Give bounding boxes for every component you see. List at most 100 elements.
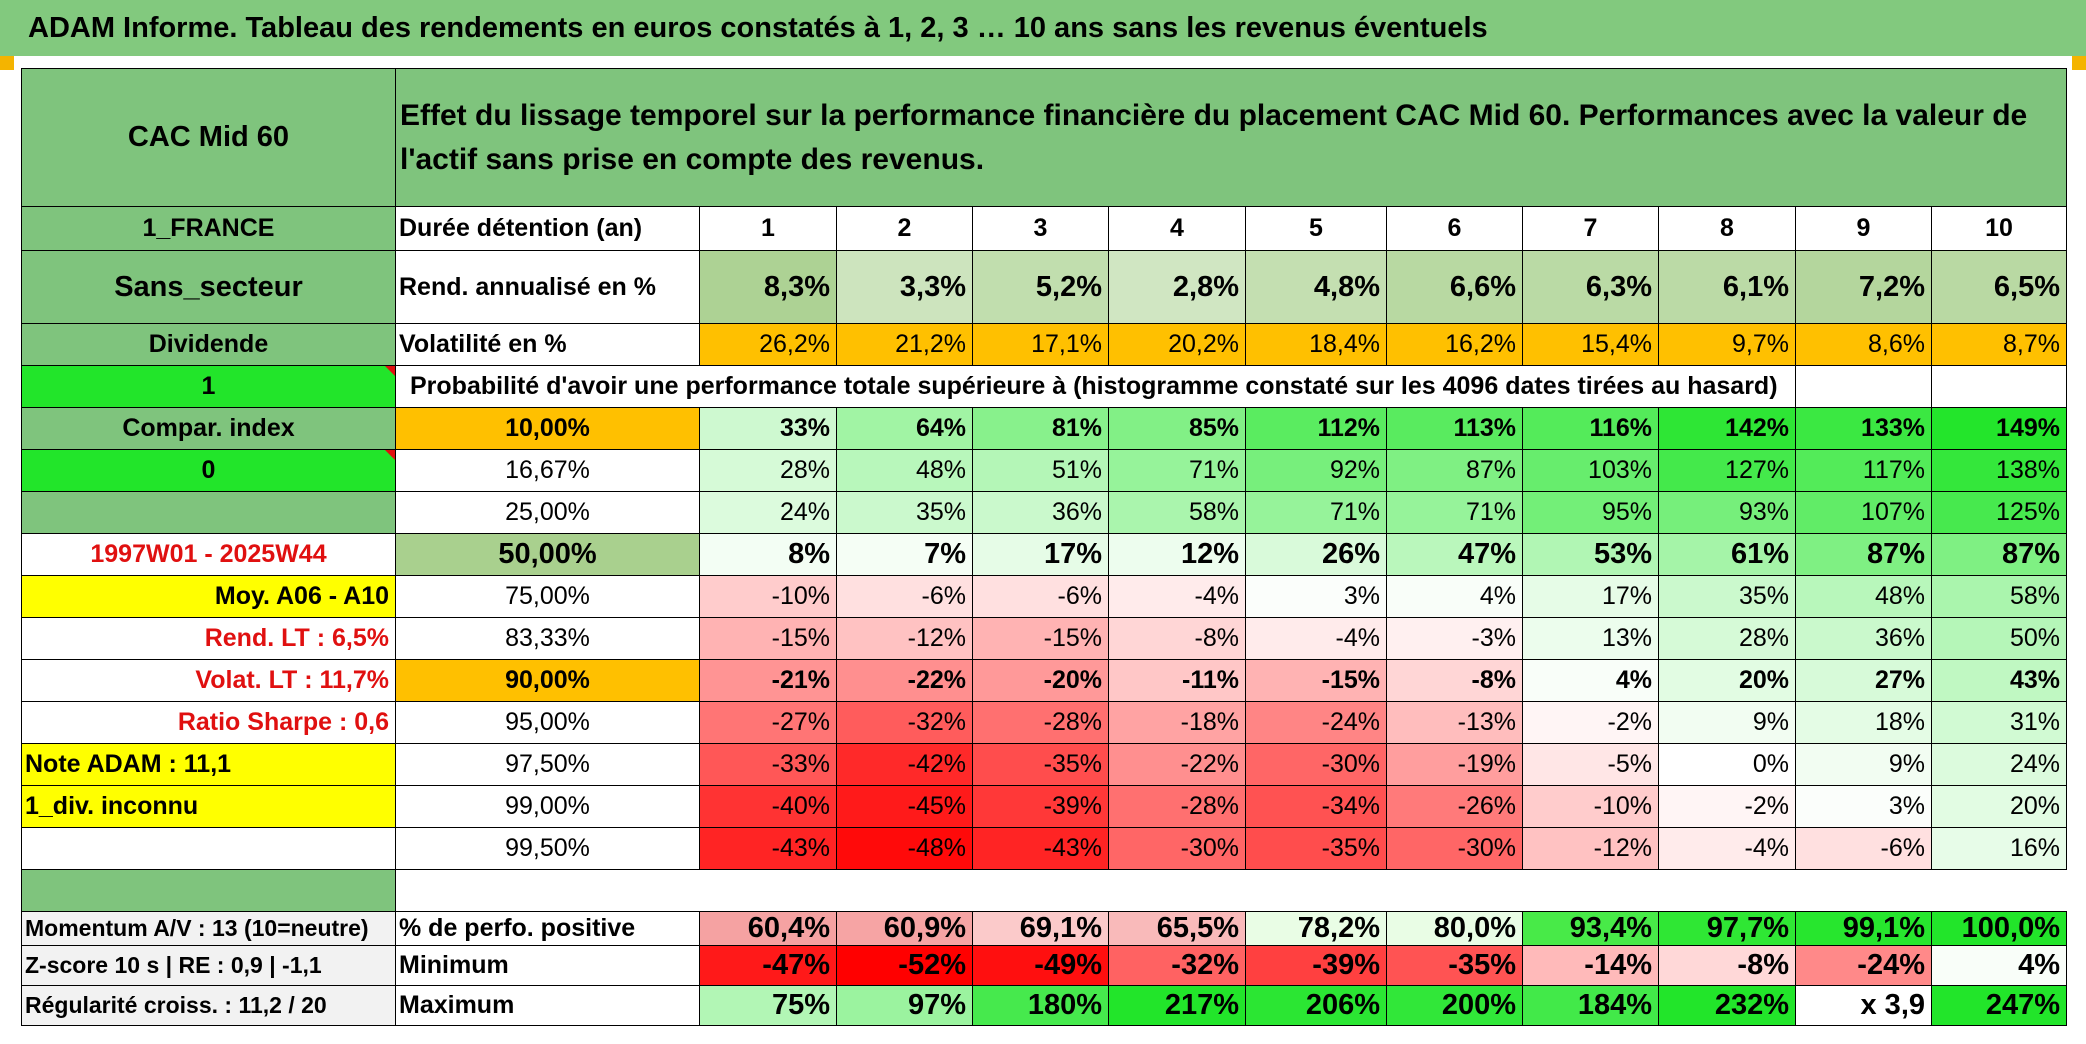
prob-value: 12%	[1108, 533, 1246, 576]
prob-value: 47%	[1386, 533, 1523, 576]
prob-value: 26%	[1245, 533, 1387, 576]
vol-label: Volatilité en %	[395, 323, 700, 366]
prob-value: -28%	[972, 701, 1109, 744]
prob-value: -6%	[972, 575, 1109, 618]
prob-value: -12%	[1522, 827, 1659, 870]
country-label: 1_FRANCE	[21, 206, 396, 251]
rend-value: 2,8%	[1108, 250, 1246, 324]
vol-value: 15,4%	[1522, 323, 1659, 366]
prob-threshold: 25,00%	[395, 491, 700, 534]
prob-value: 81%	[972, 407, 1109, 450]
prob-value: -15%	[972, 617, 1109, 660]
prob-value: -43%	[699, 827, 837, 870]
div-label: 1_div. inconnu	[21, 785, 396, 828]
minimum-value: -24%	[1795, 945, 1932, 986]
minimum-value: -35%	[1386, 945, 1523, 986]
maximum-value: 247%	[1931, 985, 2067, 1026]
prob-value: -24%	[1245, 701, 1387, 744]
positive-value: 80,0%	[1386, 911, 1523, 946]
rend-value: 3,3%	[836, 250, 973, 324]
prob-value: 133%	[1795, 407, 1932, 450]
prob-value: -2%	[1658, 785, 1796, 828]
rend-value: 6,3%	[1522, 250, 1659, 324]
blank-label	[21, 827, 396, 870]
vol-value: 17,1%	[972, 323, 1109, 366]
rend-value: 6,1%	[1658, 250, 1796, 324]
vol-value: 9,7%	[1658, 323, 1796, 366]
spacer-green	[21, 869, 396, 912]
prob-value: 71%	[1245, 491, 1387, 534]
prob-value: -15%	[699, 617, 837, 660]
prob-value: -35%	[1245, 827, 1387, 870]
minimum-label: Minimum	[395, 945, 700, 986]
empty-cell	[1931, 365, 2067, 408]
prob-value: -28%	[1108, 785, 1246, 828]
prob-value: -45%	[836, 785, 973, 828]
minimum-value: -14%	[1522, 945, 1659, 986]
prob-value: -42%	[836, 743, 973, 786]
prob-value: 87%	[1795, 533, 1932, 576]
prob-value: -4%	[1658, 827, 1796, 870]
regularite-label: Régularité croiss. : 11,2 / 20	[21, 985, 396, 1026]
dividend-label: Dividende	[21, 323, 396, 366]
asset-name: CAC Mid 60	[21, 68, 396, 207]
year-header: 9	[1795, 206, 1932, 251]
prob-value: -20%	[972, 659, 1109, 702]
prob-value: 117%	[1795, 449, 1932, 492]
prob-value: -21%	[699, 659, 837, 702]
vol-value: 18,4%	[1245, 323, 1387, 366]
prob-value: 28%	[1658, 617, 1796, 660]
prob-value: 64%	[836, 407, 973, 450]
prob-value: 71%	[1108, 449, 1246, 492]
prob-value: 3%	[1795, 785, 1932, 828]
year-header: 2	[836, 206, 973, 251]
table-description: Effet du lissage temporel sur la perform…	[395, 68, 2067, 207]
prob-value: 35%	[1658, 575, 1796, 618]
prob-value: 61%	[1658, 533, 1796, 576]
minimum-value: -8%	[1658, 945, 1796, 986]
maximum-value: 206%	[1245, 985, 1387, 1026]
prob-value: -10%	[699, 575, 837, 618]
prob-threshold: 95,00%	[395, 701, 700, 744]
maximum-label: Maximum	[395, 985, 700, 1026]
prob-value: -32%	[836, 701, 973, 744]
prob-value: 31%	[1931, 701, 2067, 744]
prob-value: 17%	[972, 533, 1109, 576]
rend-value: 6,6%	[1386, 250, 1523, 324]
prob-value: 4%	[1386, 575, 1523, 618]
prob-value: 4%	[1522, 659, 1659, 702]
prob-value: -6%	[1795, 827, 1932, 870]
prob-value: 51%	[972, 449, 1109, 492]
note-label: Note ADAM : 11,1	[21, 743, 396, 786]
positive-value: 93,4%	[1522, 911, 1659, 946]
minimum-value: -39%	[1245, 945, 1387, 986]
positive-value: 100,0%	[1931, 911, 2067, 946]
prob-value: 107%	[1795, 491, 1932, 534]
period-label: 1997W01 - 2025W44	[21, 533, 396, 576]
prob-value: -11%	[1108, 659, 1246, 702]
prob-value: 8%	[699, 533, 837, 576]
prob-value: 71%	[1386, 491, 1523, 534]
rend-value: 8,3%	[699, 250, 837, 324]
maximum-value: 200%	[1386, 985, 1523, 1026]
zscore-label: Z-score 10 s | RE : 0,9 | -1,1	[21, 945, 396, 986]
prob-value: -8%	[1386, 659, 1523, 702]
year-header: 10	[1931, 206, 2067, 251]
prob-threshold: 75,00%	[395, 575, 700, 618]
prob-value: 13%	[1522, 617, 1659, 660]
prob-value: -48%	[836, 827, 973, 870]
prob-value: 16%	[1931, 827, 2067, 870]
rend-label: Rend. annualisé en %	[395, 250, 700, 324]
prob-value: 87%	[1386, 449, 1523, 492]
prob-value: -3%	[1386, 617, 1523, 660]
vol-value: 21,2%	[836, 323, 973, 366]
prob-threshold: 10,00%	[395, 407, 700, 450]
rend-value: 6,5%	[1931, 250, 2067, 324]
compar-label: Compar. index	[21, 407, 396, 450]
prob-value: -6%	[836, 575, 973, 618]
prob-value: 48%	[1795, 575, 1932, 618]
prob-value: 58%	[1931, 575, 2067, 618]
prob-value: -35%	[972, 743, 1109, 786]
prob-value: -8%	[1108, 617, 1246, 660]
flag-zero: 0	[21, 449, 396, 492]
